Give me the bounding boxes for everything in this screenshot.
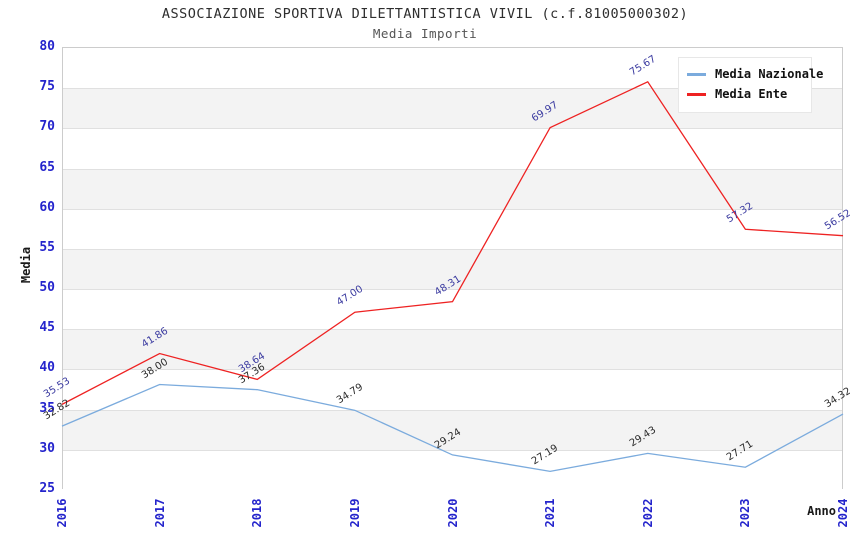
y-tick-label: 65 bbox=[39, 159, 55, 175]
y-tick-label: 35 bbox=[39, 400, 55, 416]
chart-subtitle: Media Importi bbox=[372, 26, 478, 41]
y-tick-label: 45 bbox=[39, 320, 55, 336]
series-line-media-ente bbox=[61, 80, 844, 405]
legend-label: Media Ente bbox=[715, 87, 788, 101]
legend-swatch-icon bbox=[687, 92, 706, 96]
y-tick-label: 40 bbox=[39, 360, 55, 376]
y-tick-label: 25 bbox=[39, 481, 55, 496]
y-tick-label: 70 bbox=[39, 119, 55, 135]
series-line-media-nazionale bbox=[61, 383, 844, 473]
legend-label: Media Nazionale bbox=[715, 67, 824, 81]
y-tick-label: 50 bbox=[39, 280, 55, 296]
chart-title: ASSOCIAZIONE SPORTIVA DILETTANTISTICA VI… bbox=[161, 6, 689, 22]
y-tick-label: 75 bbox=[39, 79, 55, 95]
legend-item: Media Ente bbox=[687, 87, 803, 101]
legend-swatch-icon bbox=[687, 72, 706, 76]
x-axis-title: Anno bbox=[807, 504, 836, 518]
y-tick-label: 80 bbox=[39, 39, 55, 54]
y-tick-label: 30 bbox=[39, 440, 55, 456]
y-tick-label: 60 bbox=[39, 199, 55, 215]
legend-item: Media Nazionale bbox=[687, 67, 823, 81]
legend: Media Nazionale Media Ente bbox=[678, 57, 823, 113]
y-tick-label: 55 bbox=[39, 239, 55, 255]
